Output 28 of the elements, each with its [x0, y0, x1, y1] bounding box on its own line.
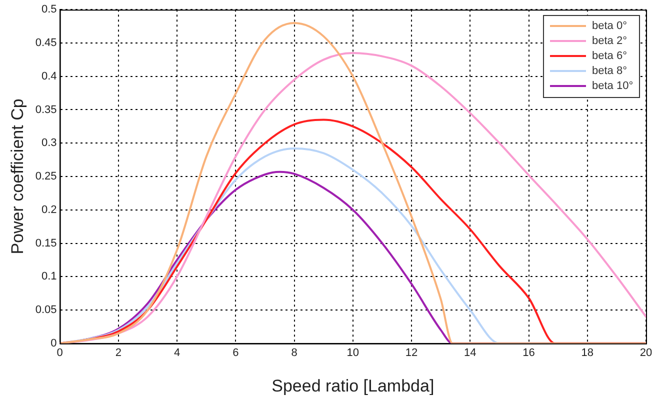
x-tick-label: 20: [640, 347, 652, 360]
y-tick-label: 0.15: [35, 237, 57, 250]
x-tick-label: 18: [581, 347, 594, 360]
y-tick-label: 0.5: [42, 4, 57, 16]
x-tick-label: 2: [115, 347, 122, 360]
x-tick-label: 8: [291, 347, 298, 360]
y-tick-label: 0.4: [42, 70, 57, 82]
y-axis-title: Power coefficient Cp: [8, 98, 27, 254]
legend-label: beta 8°: [592, 65, 627, 78]
x-tick-label: 10: [346, 347, 360, 360]
legend-label: beta 2°: [592, 35, 627, 48]
y-tick-label: 0.05: [35, 304, 57, 316]
y-tick-label: 0.1: [42, 270, 57, 283]
x-tick-label: 4: [174, 347, 180, 360]
x-tick-label: 16: [522, 347, 535, 360]
y-tick-label: 0.25: [35, 170, 57, 183]
y-tick-label: 0.35: [35, 104, 57, 116]
legend-label: beta 6°: [592, 50, 627, 62]
y-tick-label: 0: [50, 337, 57, 350]
x-tick-label: 6: [232, 347, 239, 360]
y-tick-label: 0.45: [35, 37, 57, 50]
legend-label: beta 10°: [592, 80, 634, 92]
y-tick-label: 0.3: [42, 137, 57, 150]
legend-label: beta 0°: [592, 20, 627, 32]
x-tick-label: 12: [405, 347, 418, 360]
y-tick-label: 0.2: [42, 204, 57, 216]
x-tick-label: 14: [464, 347, 476, 360]
x-axis-title: Speed ratio [Lambda]: [272, 376, 434, 396]
